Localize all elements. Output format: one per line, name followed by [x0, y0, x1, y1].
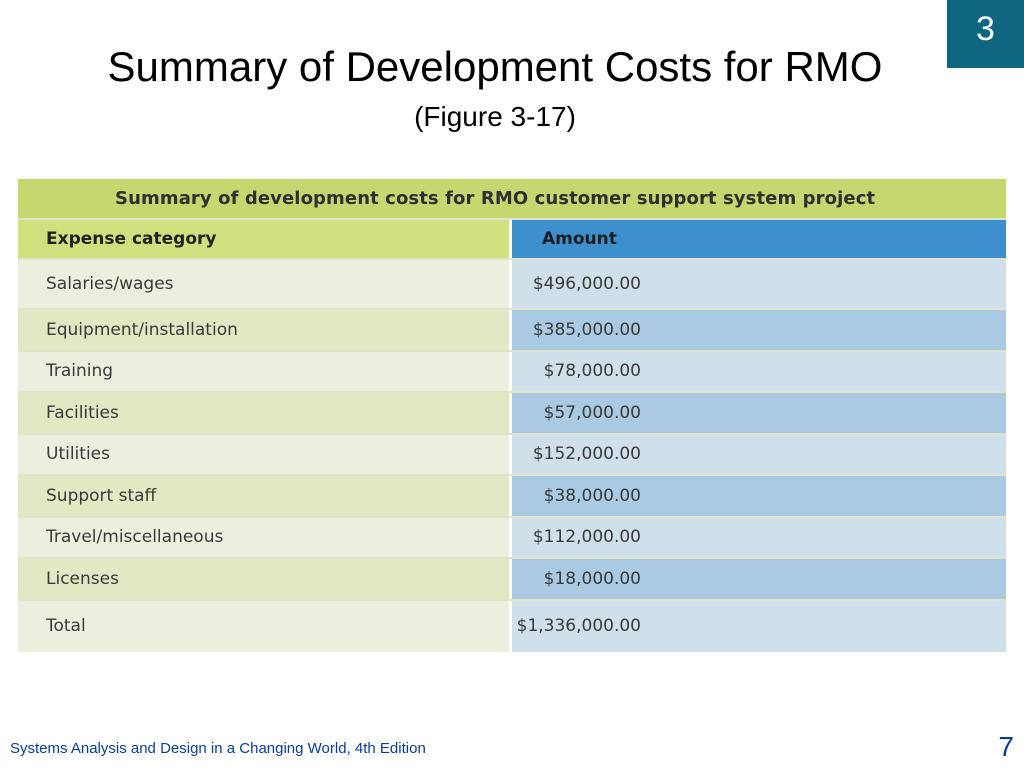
- table-row: Support staff $38,000.00: [18, 476, 1006, 516]
- header-amount: Amount: [512, 220, 1006, 258]
- cell-category: Facilities: [18, 393, 509, 433]
- column-divider: [509, 517, 512, 557]
- cell-amount: $38,000.00: [512, 476, 1006, 516]
- cell-amount: $385,000.00: [512, 310, 1006, 350]
- cell-category: Licenses: [18, 559, 509, 599]
- column-divider: [509, 434, 512, 474]
- table-row-total: Total $1,336,000.00: [18, 600, 1006, 652]
- table-row: Facilities $57,000.00: [18, 393, 1006, 433]
- column-divider: [509, 310, 512, 350]
- column-divider: [509, 559, 512, 599]
- amount-value: $496,000.00: [532, 274, 641, 294]
- cell-amount: $112,000.00: [512, 517, 1006, 557]
- cell-amount: $57,000.00: [512, 393, 1006, 433]
- table-row: Training $78,000.00: [18, 351, 1006, 391]
- column-divider: [509, 220, 512, 258]
- amount-value: $385,000.00: [532, 319, 641, 340]
- amount-value: $18,000.00: [543, 568, 641, 589]
- table-caption: Summary of development costs for RMO cus…: [18, 179, 1006, 218]
- table-row: Salaries/wages $496,000.00: [18, 260, 1006, 308]
- slide-footer: Systems Analysis and Design in a Changin…: [10, 740, 426, 757]
- amount-value: $38,000.00: [543, 485, 641, 506]
- cell-amount: $18,000.00: [512, 559, 1006, 599]
- slide-title: Summary of Development Costs for RMO: [107, 43, 883, 90]
- cell-amount: $1,336,000.00: [512, 600, 1006, 652]
- amount-value: $78,000.00: [543, 361, 641, 382]
- cell-amount: $78,000.00: [512, 351, 1006, 391]
- cell-amount: $496,000.00: [512, 260, 1006, 308]
- column-divider: [509, 476, 512, 516]
- column-divider: [509, 351, 512, 391]
- chapter-badge: 3: [947, 0, 1024, 68]
- cost-summary-table: Summary of development costs for RMO cus…: [18, 179, 1006, 652]
- amount-value: $112,000.00: [532, 527, 641, 548]
- amount-value: $152,000.00: [532, 444, 641, 465]
- cell-category: Utilities: [18, 434, 509, 474]
- cell-category: Total: [18, 600, 509, 652]
- page-number: 7: [998, 731, 1014, 762]
- column-divider: [509, 260, 512, 308]
- column-divider: [509, 393, 512, 433]
- chapter-number: 3: [976, 10, 995, 48]
- cell-amount: $152,000.00: [512, 434, 1006, 474]
- table-row: Licenses $18,000.00: [18, 559, 1006, 599]
- table-header-row: Expense category Amount: [18, 220, 1006, 258]
- cell-category: Equipment/installation: [18, 310, 509, 350]
- table-row: Utilities $152,000.00: [18, 434, 1006, 474]
- header-expense-category: Expense category: [18, 220, 509, 258]
- table-row: Travel/miscellaneous $112,000.00: [18, 517, 1006, 557]
- amount-value: $57,000.00: [543, 402, 641, 423]
- column-divider: [509, 600, 512, 652]
- table-row: Equipment/installation $385,000.00: [18, 310, 1006, 350]
- amount-value: $1,336,000.00: [516, 616, 641, 636]
- table-body: Salaries/wages $496,000.00 Equipment/ins…: [18, 260, 1006, 652]
- cell-category: Salaries/wages: [18, 260, 509, 308]
- slide-subtitle: (Figure 3-17): [414, 101, 576, 132]
- cell-category: Support staff: [18, 476, 509, 516]
- cell-category: Travel/miscellaneous: [18, 517, 509, 557]
- cell-category: Training: [18, 351, 509, 391]
